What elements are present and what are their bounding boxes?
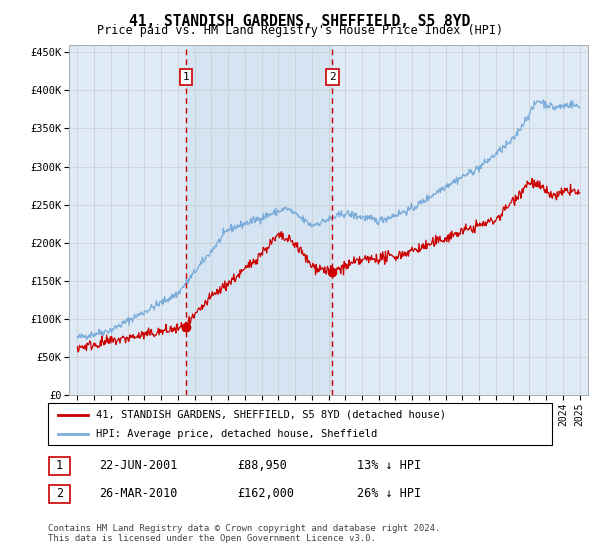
FancyBboxPatch shape xyxy=(48,403,552,445)
Text: £162,000: £162,000 xyxy=(237,487,294,501)
Text: Contains HM Land Registry data © Crown copyright and database right 2024.
This d: Contains HM Land Registry data © Crown c… xyxy=(48,524,440,543)
Text: HPI: Average price, detached house, Sheffield: HPI: Average price, detached house, Shef… xyxy=(96,429,377,439)
Text: 1: 1 xyxy=(182,72,189,82)
Text: 26% ↓ HPI: 26% ↓ HPI xyxy=(357,487,421,501)
Text: £88,950: £88,950 xyxy=(237,459,287,473)
Text: 13% ↓ HPI: 13% ↓ HPI xyxy=(357,459,421,473)
Text: 41, STANDISH GARDENS, SHEFFIELD, S5 8YD: 41, STANDISH GARDENS, SHEFFIELD, S5 8YD xyxy=(130,14,470,29)
Text: 1: 1 xyxy=(56,459,63,473)
Text: 2: 2 xyxy=(329,72,336,82)
Text: 22-JUN-2001: 22-JUN-2001 xyxy=(99,459,178,473)
Text: 26-MAR-2010: 26-MAR-2010 xyxy=(99,487,178,501)
Text: Price paid vs. HM Land Registry's House Price Index (HPI): Price paid vs. HM Land Registry's House … xyxy=(97,24,503,37)
FancyBboxPatch shape xyxy=(49,457,70,475)
Bar xyxy=(185,45,332,395)
FancyBboxPatch shape xyxy=(49,485,70,503)
Text: 41, STANDISH GARDENS, SHEFFIELD, S5 8YD (detached house): 41, STANDISH GARDENS, SHEFFIELD, S5 8YD … xyxy=(96,409,446,419)
Text: 2: 2 xyxy=(56,487,63,501)
